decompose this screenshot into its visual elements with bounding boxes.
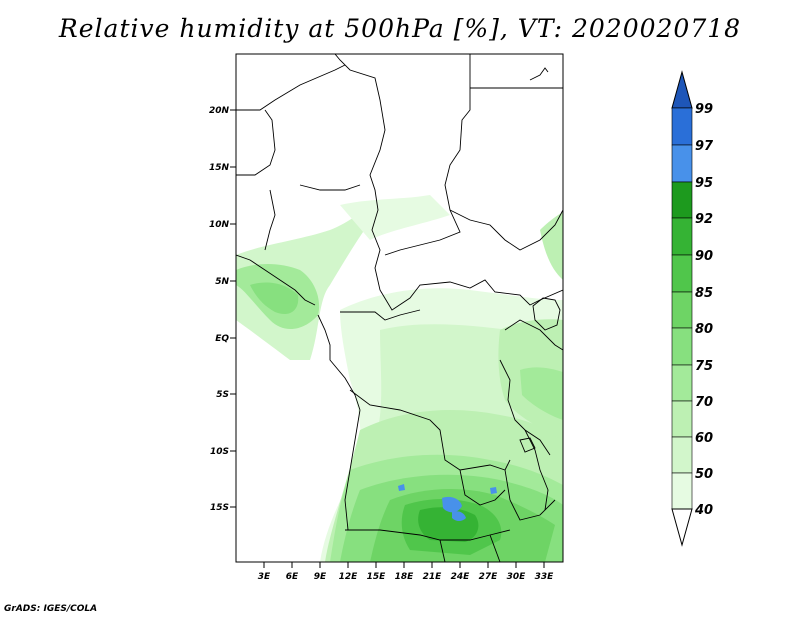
lat-tick-label: 5S	[216, 390, 229, 400]
lat-tick-label: 10S	[210, 447, 229, 457]
lon-tick-label: 15E	[367, 572, 387, 582]
colorbar-label: 97	[695, 139, 714, 154]
humidity-region-blue-3	[398, 484, 405, 491]
colorbar: 99 97 95 92 90 85 80 75 70 60 50 40	[671, 70, 714, 547]
lon-axis: 3E 6E 9E 12E 15E 18E 21E 24E 27E 30E 33E	[258, 562, 554, 582]
colorbar-arrow-top	[671, 70, 693, 109]
humidity-field	[236, 195, 563, 562]
colorbar-label: 80	[695, 322, 713, 337]
lon-tick-label: 6E	[286, 572, 299, 582]
colorbar-bin	[671, 107, 693, 146]
colorbar-label: 60	[695, 431, 713, 446]
colorbar-label: 90	[695, 249, 713, 264]
colorbar-bin	[671, 144, 693, 183]
colorbar-arrow-bottom	[671, 508, 693, 547]
humidity-region-guinea-core	[250, 282, 299, 315]
lat-tick-label: 20N	[209, 106, 230, 116]
colorbar-label: 40	[694, 503, 713, 518]
lon-tick-label: 27E	[479, 572, 499, 582]
colorbar-bin	[671, 254, 693, 293]
colorbar-label: 50	[695, 467, 713, 482]
lat-axis: 20N 15N 10N 5N EQ 5S 10S 15S	[209, 106, 236, 513]
lon-tick-label: 18E	[395, 572, 415, 582]
humidity-region-blue-1	[442, 496, 462, 513]
colorbar-bin	[671, 400, 693, 438]
lon-tick-label: 12E	[339, 572, 359, 582]
colorbar-bin	[671, 436, 693, 474]
humidity-region-northeast	[540, 212, 563, 280]
colorbar-bin	[671, 291, 693, 329]
lat-tick-label: EQ	[215, 334, 229, 344]
map-frame	[235, 53, 564, 563]
lon-tick-label: 30E	[507, 572, 527, 582]
map-title: Relative humidity at 500hPa [%], VT: 202…	[58, 14, 742, 43]
country-borders	[236, 54, 563, 562]
colorbar-bin	[671, 217, 693, 256]
lat-tick-label: 15S	[210, 503, 229, 513]
humidity-region-north	[340, 195, 450, 240]
lon-tick-label: 3E	[258, 572, 271, 582]
colorbar-bin	[671, 327, 693, 366]
colorbar-bin	[671, 181, 693, 219]
humidity-region-blue-2	[452, 511, 466, 521]
grads-credit: GrADS: IGES/COLA	[4, 604, 98, 614]
lat-tick-label: 10N	[209, 220, 230, 230]
lat-tick-label: 15N	[209, 163, 230, 173]
lat-tick-label: 5N	[215, 277, 229, 287]
colorbar-bin	[671, 364, 693, 402]
lon-tick-label: 9E	[314, 572, 327, 582]
colorbar-label: 70	[695, 395, 713, 410]
colorbar-label: 75	[695, 359, 713, 374]
colorbar-label: 85	[695, 286, 713, 301]
colorbar-label: 92	[695, 212, 713, 227]
lon-tick-label: 21E	[423, 572, 443, 582]
colorbar-bin	[671, 472, 693, 510]
humidity-region-blue-4	[490, 487, 497, 494]
colorbar-label: 95	[695, 176, 713, 191]
lon-tick-label: 33E	[535, 572, 555, 582]
lon-tick-label: 24E	[451, 572, 471, 582]
colorbar-label: 99	[695, 102, 713, 117]
humidity-region-east-2	[520, 367, 563, 420]
